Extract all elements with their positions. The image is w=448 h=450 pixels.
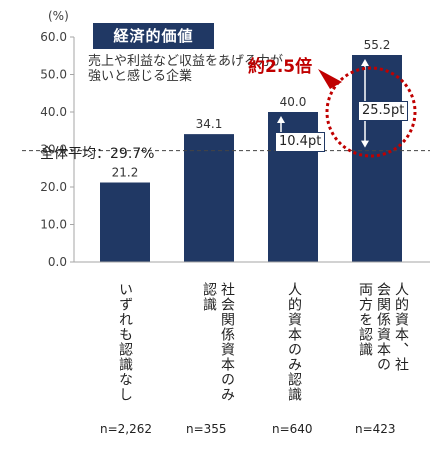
highlight-circle [325,66,417,158]
category-label-3: 人的資本のみ認識 [286,282,302,402]
sample-size-4: n=423 [355,422,396,436]
y-tick-label: 0.0 [48,255,67,269]
sample-size-3: n=640 [272,422,313,436]
sample-size-1: n=2,262 [100,422,153,436]
category-label-2: 社会関係資本のみ認識 [201,282,235,402]
bar-4 [352,55,402,262]
bar-value-label-4: 55.2 [364,38,391,52]
description-text: 売上や利益など収益をあげる力が強いと感じる企業 [88,54,284,84]
diff-arrow-top-head-top [361,59,369,66]
bar-value-label-1: 21.2 [112,166,139,180]
diff-arrow-top-head-bottom [361,140,369,148]
red-arrow-icon [318,69,342,89]
bar-1 [100,182,150,262]
y-ticks: 0.0 10.0 20.0 30.0 40.0 50.0 60.0 [40,30,74,269]
bar-2 [184,134,234,262]
bar-value-label-2: 34.1 [196,117,223,131]
y-unit-label: (%) [48,9,69,23]
bar-value-label-3: 40.0 [280,95,307,109]
y-tick-label: 50.0 [40,68,67,82]
y-tick-label: 40.0 [40,105,67,119]
category-label-4: 人的資本、社会関係資本の両方を認識 [357,282,409,372]
value-labels: 21.2 34.1 40.0 55.2 [112,38,391,180]
sample-size-2: n=355 [186,422,227,436]
y-tick-label: 60.0 [40,30,67,44]
y-tick-label: 10.0 [40,218,67,232]
y-tick-label: 30.0 [40,143,67,157]
category-label-1: いずれも認識なし [117,282,133,402]
diff-arrow-mid-head-top [277,116,285,123]
y-tick-label: 20.0 [40,180,67,194]
badge-title: 経済的価値 [93,23,214,49]
diff-label-mid: 10.4pt [275,132,326,152]
diff-label-top: 25.5pt [358,101,409,121]
multiplier-label: 約2.5倍 [248,57,313,77]
average-label: 全体平均：29.7% [40,146,155,162]
